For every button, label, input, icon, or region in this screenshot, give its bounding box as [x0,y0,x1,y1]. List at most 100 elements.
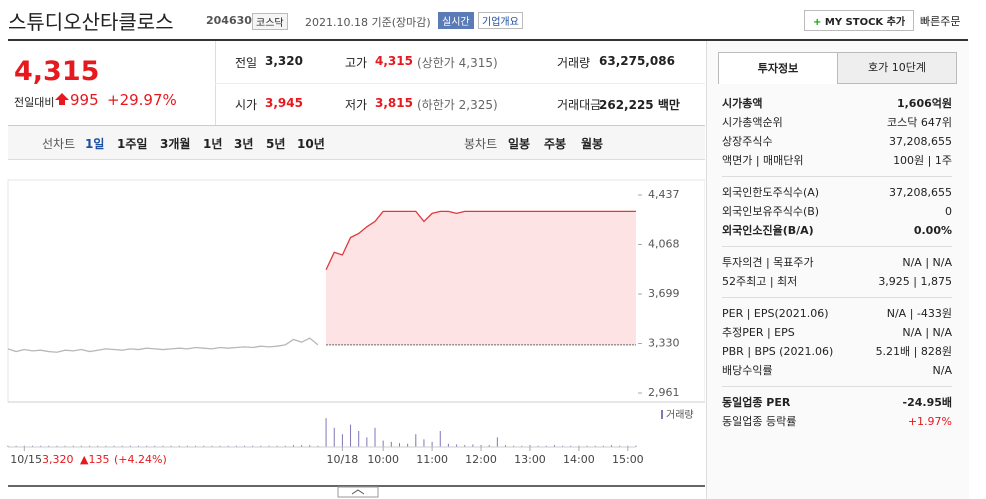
volume-bar [80,445,82,447]
info-value: 100원 | 1주 [893,154,952,167]
info-row: 외국인한도주식수(A) 37,208,655 [722,183,952,202]
volume-bar [113,445,115,447]
volume-bar [219,445,221,447]
info-row: 액면가 | 매매단위 100원 | 1주 [722,151,952,170]
volume-bar [186,445,188,447]
volume-bar [407,443,409,447]
overview-button[interactable]: 기업개요 [478,12,523,29]
volume-bar [137,445,139,447]
volume-bar [611,445,613,447]
info-row: 시가총액 1,606억원 [722,94,952,113]
tab[interactable]: 월봉 [581,137,604,151]
tab-label: 봉차트 [464,137,498,151]
price-line [7,337,319,353]
volume-bar [439,431,441,447]
info-label: PBR | BPS (2021.06) [722,345,834,358]
tab[interactable]: 3개월 [160,137,191,151]
info-section: 시가총액 1,606억원 시가총액순위 코스닥 647위 상장주식수 37,208,655… [722,88,952,177]
volume-bar [382,440,384,447]
info-tab[interactable]: 호가 10단계 [837,52,957,84]
volume-bar [252,445,254,447]
footer-rate: (+4.24%) [114,453,167,466]
info-label: 투자의견 | 목표주가 [722,256,814,269]
volume-label: 거래량 [666,409,694,421]
info-label: 외국인소진율(B/A) [722,224,814,237]
info-label: 동일업종 PER [722,396,791,409]
volume-bar [23,445,25,447]
price-line [325,210,636,270]
info-row: 시가총액순위 코스닥 647위 [722,113,952,132]
stock-code: 204630 [206,14,252,27]
volume-bar [635,445,637,447]
y-tick-label: 3,330 [648,337,680,350]
x-tick-label: 13:00 [514,453,546,466]
summary-label: 거래대금 [557,98,602,112]
summary-label: 거래량 [557,56,591,70]
volume-bar [325,418,327,447]
tab[interactable]: 10년 [297,137,325,151]
info-row: PER | EPS(2021.06) N/A | -433원 [722,304,952,323]
summary-value: 3,320 [265,54,303,68]
volume-bar [105,445,107,447]
volume-bar [496,437,498,447]
volume-bar [170,445,172,447]
tab[interactable]: 1일 [85,137,105,151]
volume-bar [456,444,458,447]
divider [215,83,705,84]
info-section: PER | EPS(2021.06) N/A | -433원 추정PER | EPS… [722,298,952,387]
info-row: PBR | BPS (2021.06) 5.21배 | 828원 [722,342,952,361]
volume-bar [627,445,629,447]
date: 2021.10.18 기준(장마감) [305,16,431,29]
info-value: 0 [945,205,952,218]
tab[interactable]: 일봉 [508,137,531,151]
volume-bar [390,441,392,447]
current-price: 4,315 [14,56,100,87]
info-value: +1.97% [907,415,952,428]
tab[interactable]: 1년 [203,137,223,151]
volume-bar [268,445,270,447]
footer-change: ▲135 [80,453,109,466]
mystock-button[interactable]: + MY STOCK 추가 [804,10,915,31]
quick-order[interactable]: 빠른주문 [920,15,961,28]
info-value: 3,925 | 1,875 [878,275,952,288]
info-row: 동일업종 PER -24.95배 [722,393,952,412]
volume-bar [464,445,466,447]
info-tab[interactable]: 투자정보 [718,52,838,84]
info-row: 투자의견 | 목표주가 N/A | N/A [722,253,952,272]
volume-bar [341,434,343,447]
volume-bar [578,445,580,447]
volume-bar [350,424,352,447]
info-value: 코스닥 647위 [887,116,952,129]
info-value: 37,208,655 [889,186,952,199]
volume-bar [195,445,197,447]
tab[interactable]: 3년 [234,137,254,151]
volume-bar [162,445,164,447]
summary-value: 4,315 [375,54,413,68]
volume-bar [562,445,564,447]
footer-prev-close: 3,320 [42,453,74,466]
x-tick-label: 11:00 [416,453,448,466]
volume-bar [97,445,99,447]
volume-bar [31,445,33,447]
volume-bar [537,445,539,447]
y-tick-label: 4,437 [648,188,680,201]
volume-bar [317,445,319,447]
tab[interactable]: 1주일 [117,137,148,151]
info-row: 외국인보유주식수(B) 0 [722,202,952,221]
realtime-badge[interactable]: 실시간 [438,12,474,29]
info-row: 52주최고 | 최저 3,925 | 1,875 [722,272,952,291]
volume-bar [398,443,400,447]
info-value: 37,208,655 [889,135,952,148]
collapse-button [337,486,379,498]
tab[interactable]: 주봉 [544,137,567,151]
volume-bar [594,445,596,447]
tab[interactable]: 5년 [266,137,286,151]
volume-bar [309,445,311,447]
summary-label: 전일 [235,56,258,70]
volume-bar [40,445,42,447]
info-value: N/A | -433원 [886,307,952,320]
volume-bar [366,437,368,447]
change-rate: +29.97% [107,91,177,109]
info-value: N/A [932,364,952,377]
info-row: 배당수익률 N/A [722,361,952,380]
